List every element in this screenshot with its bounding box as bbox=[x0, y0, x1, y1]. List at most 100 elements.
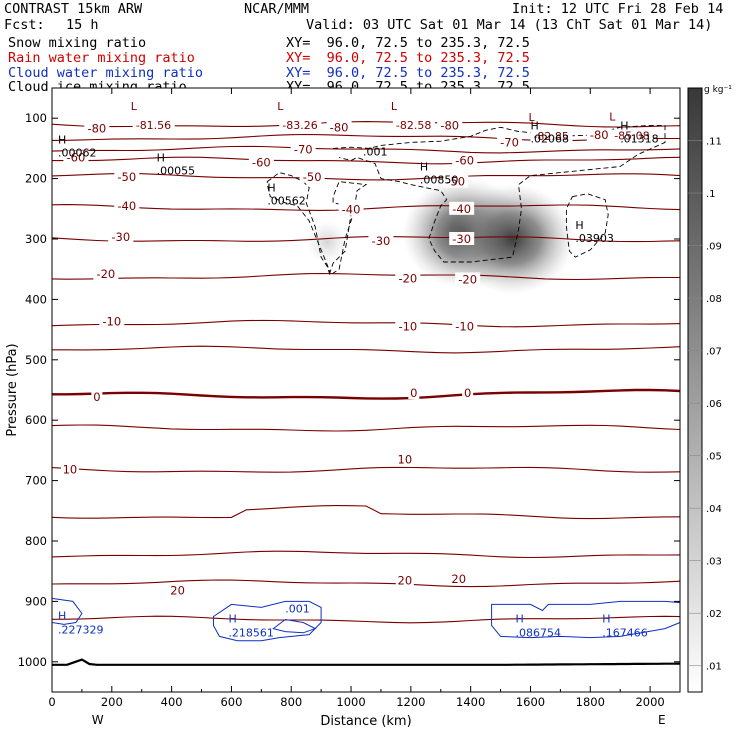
colorbar-tick-label: .02 bbox=[706, 609, 722, 620]
y-tick-label: 800 bbox=[25, 534, 47, 548]
low-marker: L bbox=[528, 111, 535, 124]
isotherm-label-bg bbox=[449, 201, 475, 215]
field-cloudwater-name: Cloud water mixing ratio bbox=[8, 65, 204, 81]
cloud-water-max-marker: H bbox=[58, 610, 66, 623]
y-tick-label: 500 bbox=[25, 353, 47, 367]
isotherm-contour bbox=[51, 505, 681, 520]
ice-max-marker: H bbox=[157, 152, 165, 165]
isotherm-label-bg bbox=[395, 452, 414, 466]
low-label-bg bbox=[392, 119, 435, 132]
forecast-hour: 15 h bbox=[66, 17, 99, 33]
isotherm-label: -10 bbox=[102, 315, 121, 329]
colorbar-tick-label: .03 bbox=[706, 557, 722, 568]
ice-contour bbox=[565, 193, 609, 258]
isotherm-contour bbox=[51, 319, 681, 328]
colorbar-ramp bbox=[687, 87, 703, 693]
ice-max-marker: H bbox=[58, 133, 66, 146]
isotherm-label-bg bbox=[395, 573, 414, 587]
x-tick-label: 1200 bbox=[396, 695, 425, 709]
isotherm-label-bg bbox=[408, 386, 420, 400]
x-tick-label: 1000 bbox=[336, 695, 365, 709]
isotherm-label: -20 bbox=[398, 271, 417, 285]
isotherm-contour bbox=[52, 388, 681, 400]
field-rain-name: Rain water mixing ratio bbox=[8, 50, 195, 66]
isotherm-label-bg bbox=[114, 169, 140, 183]
low-marker: L bbox=[609, 110, 616, 123]
isotherm-label-bg bbox=[290, 142, 316, 156]
low-marker: L bbox=[131, 100, 138, 113]
ice-contour bbox=[333, 124, 666, 263]
isotherm-label: -30 bbox=[452, 232, 471, 246]
isotherm-label-bg bbox=[93, 267, 119, 281]
y-tick-label: 100 bbox=[25, 111, 47, 125]
isotherm-label: 0 bbox=[464, 386, 471, 400]
isotherm-label: 20 bbox=[451, 572, 466, 586]
y-tick-label: 200 bbox=[25, 172, 47, 186]
isotherm-label: -10 bbox=[398, 320, 417, 334]
plot-area bbox=[52, 88, 680, 692]
y-tick-label: 700 bbox=[25, 474, 47, 488]
isotherm-contour bbox=[51, 424, 681, 432]
isotherm-label-bg bbox=[452, 153, 478, 167]
isotherm-contour bbox=[51, 550, 681, 559]
isotherm-label-bg bbox=[60, 462, 79, 476]
isotherm-label: -70 bbox=[294, 143, 313, 157]
isotherm-label: -40 bbox=[117, 199, 136, 213]
ice-max-marker: H bbox=[420, 161, 428, 174]
isotherm-label-bg bbox=[449, 232, 475, 245]
y-tick-label: 600 bbox=[25, 413, 47, 427]
low-label-bg bbox=[611, 129, 654, 142]
isotherm-label: -80 bbox=[590, 128, 609, 142]
low-label-bg bbox=[132, 119, 175, 132]
y-tick-label: 900 bbox=[25, 594, 47, 608]
cloud-water-max-value: .167466 bbox=[602, 627, 648, 640]
isotherm-label: -30 bbox=[372, 234, 391, 248]
low-marker: L bbox=[277, 100, 284, 113]
field-snow-name: Snow mixing ratio bbox=[8, 35, 147, 51]
isotherm-label-bg bbox=[395, 319, 421, 333]
axes: 0 200 400 600 800 1000 1200 1400 1600 1800 2000100… bbox=[5, 87, 681, 729]
isotherm-label: 20 bbox=[170, 584, 185, 598]
isotherm-label-bg bbox=[368, 233, 394, 247]
isotherm-label-bg bbox=[326, 120, 352, 134]
init-time: Init: 12 UTC Fri 28 Feb 14 bbox=[512, 1, 724, 17]
field-rain-xy: XY= 96.0, 72.5 to 235.3, 72.5 bbox=[286, 50, 530, 66]
forecast-label: Fcst: bbox=[4, 17, 45, 33]
isotherm-label: -60 bbox=[252, 155, 271, 169]
isotherm-label: -70 bbox=[500, 135, 519, 149]
colorbar-tick-label: .11 bbox=[706, 137, 722, 148]
colorbar-tick-label: .01 bbox=[706, 662, 722, 673]
isotherm-contour bbox=[51, 173, 681, 181]
x-tick-label: 1800 bbox=[576, 695, 605, 709]
isotherm-label: -30 bbox=[111, 230, 130, 244]
isotherm-label-bg bbox=[452, 319, 478, 333]
y-tick-label: 400 bbox=[25, 292, 47, 306]
ice-contour bbox=[266, 172, 368, 276]
isotherm-label: 10 bbox=[398, 452, 413, 466]
isotherm-label: 20 bbox=[398, 573, 413, 587]
isotherm-label-bg bbox=[449, 572, 468, 586]
isotherm-label-bg bbox=[586, 128, 612, 142]
y-tick-label: 1000 bbox=[18, 655, 47, 669]
isotherm-contour bbox=[51, 579, 681, 588]
cloud-water-contour-label: .001 bbox=[285, 602, 310, 615]
isotherm-label-bg bbox=[248, 155, 274, 169]
isotherm-contour bbox=[51, 145, 681, 154]
x-tick-label: 0 bbox=[48, 695, 55, 709]
west-label: W bbox=[92, 713, 104, 727]
cloud-water-contour bbox=[272, 618, 317, 634]
isotherm-contour bbox=[51, 615, 681, 624]
colorbar-tick-label: .06 bbox=[706, 399, 722, 410]
isotherm-label-bg bbox=[462, 386, 474, 400]
low-value: -82.58 bbox=[396, 119, 431, 132]
isotherm-label-bg bbox=[443, 174, 469, 188]
isotherm-label-bg bbox=[455, 272, 481, 286]
ice-max-marker: H bbox=[530, 120, 538, 133]
field-snow-xy: XY= 96.0, 72.5 to 235.3, 72.5 bbox=[286, 35, 530, 51]
low-label-bg bbox=[279, 119, 322, 132]
x-tick-label: 1600 bbox=[516, 695, 545, 709]
isotherm-label-bg bbox=[91, 390, 103, 404]
x-tick-label: 1400 bbox=[456, 695, 485, 709]
isotherm-label: -50 bbox=[117, 170, 136, 184]
terrain-line bbox=[52, 658, 681, 666]
